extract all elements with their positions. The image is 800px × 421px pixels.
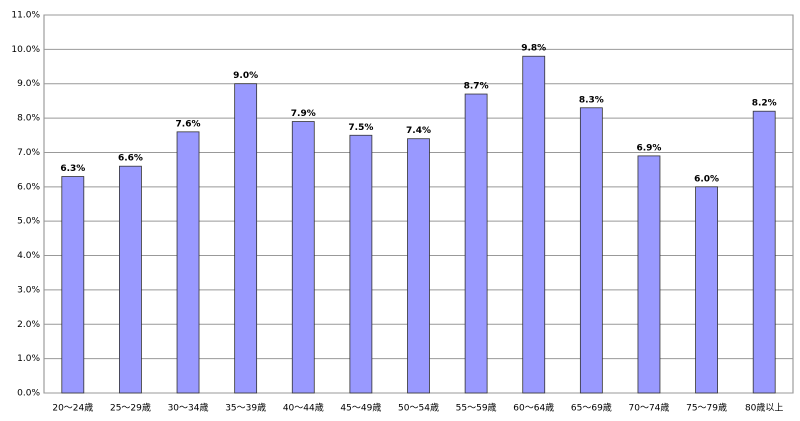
x-tick-label: 60～64歳 — [513, 402, 554, 414]
value-label: 6.6% — [118, 154, 143, 164]
bar — [61, 176, 85, 394]
y-tick-label: 10.0% — [11, 45, 40, 55]
x-tick-label: 20～24歳 — [52, 402, 93, 414]
x-tick-label: 80歳以上 — [745, 402, 783, 414]
x-tick-label: 55～59歳 — [456, 402, 497, 414]
y-tick-label: 2.0% — [17, 320, 40, 330]
y-tick-label: 7.0% — [17, 148, 40, 158]
y-tick-label: 6.0% — [17, 182, 40, 192]
value-label: 8.7% — [464, 82, 489, 92]
bar — [522, 55, 546, 394]
y-tick-label: 1.0% — [17, 354, 40, 364]
bar — [464, 93, 488, 394]
x-tick-label: 40～44歳 — [283, 402, 324, 414]
y-tick-label: 0.0% — [17, 389, 40, 399]
x-tick-label: 30～34歳 — [168, 402, 209, 414]
y-tick-label: 11.0% — [11, 11, 40, 21]
value-label: 9.8% — [521, 44, 546, 54]
bar — [291, 121, 315, 394]
x-tick-label: 50～54歳 — [398, 402, 439, 414]
x-tick-label: 70～74歳 — [629, 402, 670, 414]
value-label: 8.2% — [752, 99, 777, 109]
x-tick-label: 25～29歳 — [110, 402, 151, 414]
bar — [695, 186, 718, 394]
value-label: 8.3% — [579, 95, 604, 105]
bar — [234, 83, 258, 394]
y-tick-label: 5.0% — [17, 217, 40, 227]
y-tick-label: 3.0% — [17, 285, 40, 295]
bar — [407, 138, 430, 394]
y-tick-label: 9.0% — [17, 79, 40, 89]
value-label: 7.4% — [406, 126, 431, 136]
value-label: 6.9% — [636, 143, 661, 153]
bar — [349, 134, 373, 394]
value-label: 7.9% — [291, 109, 316, 119]
x-tick-label: 65～69歳 — [571, 402, 612, 414]
bar — [176, 131, 200, 394]
x-tick-label: 75～79歳 — [686, 402, 727, 414]
y-tick-label: 4.0% — [17, 251, 40, 261]
bar — [752, 110, 776, 394]
value-label: 6.0% — [694, 174, 719, 184]
value-label: 7.5% — [348, 123, 373, 133]
bar — [119, 165, 142, 394]
value-label: 6.3% — [60, 164, 85, 174]
x-tick-label: 35～39歳 — [225, 402, 266, 414]
value-label: 9.0% — [233, 71, 258, 81]
bar — [637, 155, 661, 394]
bar — [579, 107, 603, 394]
value-label: 7.6% — [176, 119, 201, 129]
x-tick-label: 45～49歳 — [340, 402, 381, 414]
y-tick-label: 8.0% — [17, 114, 40, 124]
